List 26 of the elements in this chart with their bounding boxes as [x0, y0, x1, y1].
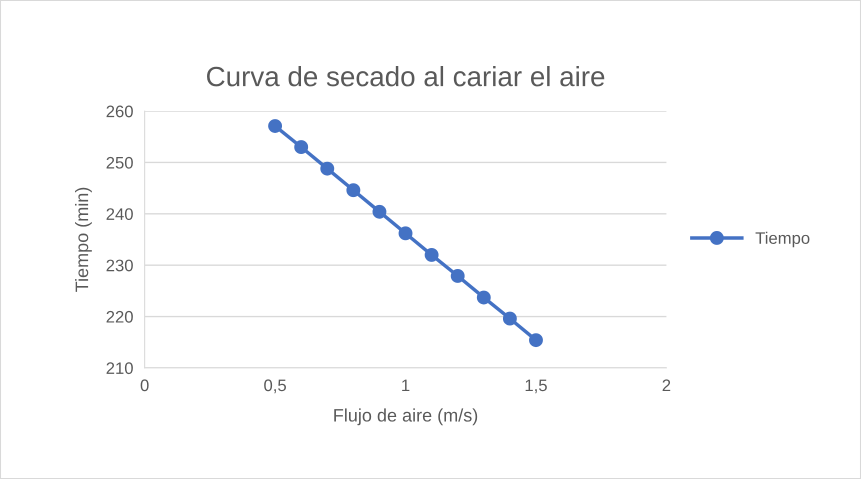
x-tick-label: 0,5 [264, 379, 286, 394]
point [294, 140, 308, 154]
x-tick-label: 1,5 [526, 380, 547, 394]
point [268, 119, 282, 133]
y-tick-label: 250 [106, 156, 133, 169]
point [476, 290, 491, 304]
point [372, 204, 386, 219]
point [450, 269, 465, 283]
x-axis-title: Flujo de aire (m/s) [334, 408, 478, 426]
point [320, 162, 334, 176]
y-tick-label: 230 [106, 260, 133, 272]
y-axis-title: Tiempo (min) [75, 188, 92, 292]
legend-label: Tiempo [756, 232, 810, 248]
point [502, 312, 517, 326]
chart-title: Curva de secado al cariar el aire [207, 66, 604, 86]
y-tick-label: 260 [106, 106, 133, 118]
x-tick-label: 1 [402, 380, 410, 392]
point [346, 183, 360, 198]
x-tick-label: 2 [662, 379, 670, 392]
point [424, 248, 439, 262]
y-tick-label: 220 [106, 310, 133, 323]
point [529, 333, 543, 348]
y-tick-label: 210 [106, 362, 133, 374]
y-tick-label: 240 [106, 208, 133, 220]
point [398, 226, 412, 240]
x-tick-label: 0 [140, 379, 149, 392]
